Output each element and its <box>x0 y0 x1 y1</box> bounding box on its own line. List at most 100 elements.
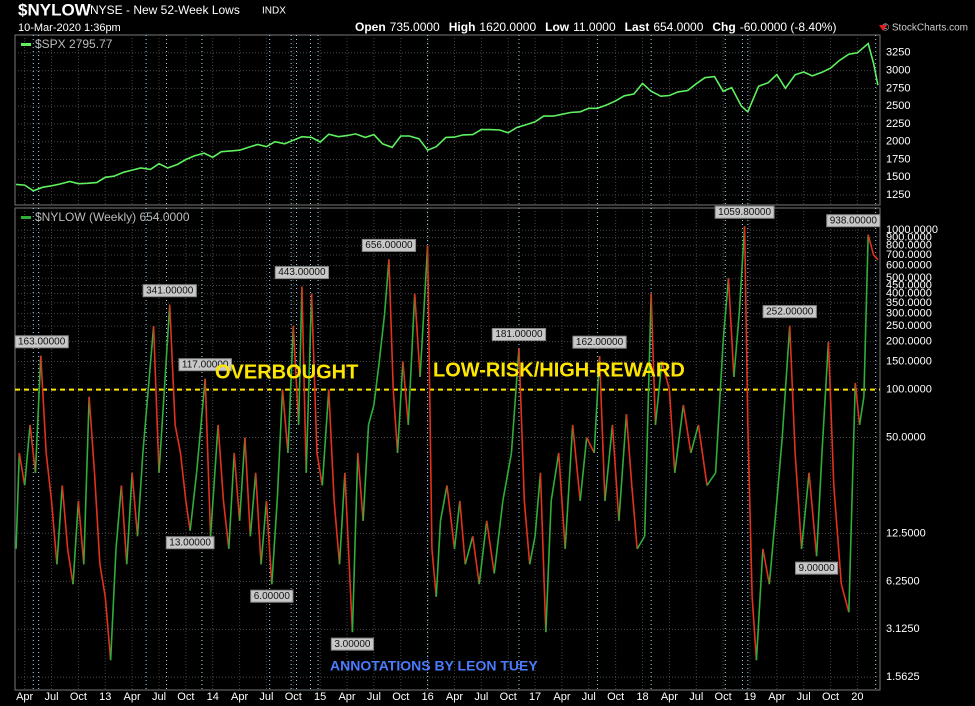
indicator-segment <box>142 389 150 454</box>
indicator-segment <box>260 500 268 565</box>
indicator-segment <box>333 500 341 565</box>
indicator-segment <box>523 500 531 565</box>
y-tick-label: 1.5625 <box>886 671 920 683</box>
indicator-segment <box>743 226 749 425</box>
indicator-segment <box>281 389 289 454</box>
y-tick-label: 100.0000 <box>886 383 932 395</box>
value-label: 117.00000 <box>182 359 229 370</box>
y-tick-label: 2500 <box>886 100 910 112</box>
y-tick-label: 600.0000 <box>886 260 932 272</box>
x-tick-label: Apr <box>16 691 33 703</box>
indicator-segment <box>327 389 335 501</box>
quote-name: Open <box>355 20 386 34</box>
price-line <box>16 42 879 192</box>
indicator-segment <box>29 424 37 473</box>
y-tick-label: 2000 <box>886 136 910 148</box>
indicator-segment <box>217 424 225 501</box>
value-label-box <box>795 561 839 575</box>
indicator-segment <box>305 293 313 473</box>
indicator-segment <box>738 226 746 314</box>
indicator-segment <box>518 348 526 501</box>
value-label-box <box>14 335 69 349</box>
indicator-segment <box>168 304 176 425</box>
y-tick-label: 3000 <box>886 64 910 76</box>
y-tick-label: 250.0000 <box>886 320 932 332</box>
indicator-segment <box>464 536 474 565</box>
indicator-segment <box>276 389 284 501</box>
indicator-segment <box>265 500 273 585</box>
indicator-segment <box>378 313 386 362</box>
source: © StockCharts.com <box>882 23 968 34</box>
indicator-segment <box>471 536 480 585</box>
indicator-segment <box>271 500 278 585</box>
panel-frame <box>14 207 881 691</box>
y-tick-label: 50.0000 <box>886 431 926 443</box>
indicator-segment <box>630 485 638 549</box>
x-tick-label: Jul <box>797 691 811 703</box>
x-tick-label: Apr <box>553 691 570 703</box>
y-tick-label: 3250 <box>886 47 910 59</box>
indicator-segment <box>579 437 588 501</box>
indicator-segment <box>611 424 620 521</box>
indicator-segment <box>204 378 212 537</box>
indicator-segment <box>493 500 504 574</box>
date: 10-Mar-2020 1:36pm <box>18 22 121 34</box>
indicator-segment <box>762 548 771 585</box>
description: NYSE - New 52-Week Lows <box>90 3 240 17</box>
value-label: 181.00000 <box>495 329 543 340</box>
y-tick-label: 400.0000 <box>886 288 932 300</box>
value-label-box <box>361 238 417 252</box>
indicator-segment <box>39 355 47 454</box>
x-tick-label: Jul <box>152 691 166 703</box>
legend-label: $NYLOW (Weekly) 654.0000 <box>35 210 190 224</box>
x-tick-label: Oct <box>392 691 409 703</box>
legend-label: $SPX 2795.77 <box>35 37 113 51</box>
indicator-segment <box>316 452 324 486</box>
quote-value: 11.0000 <box>573 20 616 34</box>
indicator-segment <box>222 500 230 549</box>
indicator-segment <box>419 245 429 378</box>
indicator-segment <box>800 472 810 549</box>
indicator-segment <box>344 472 354 633</box>
indicator-segment <box>209 424 219 537</box>
indicator-segment <box>751 596 758 661</box>
indicator-segment <box>682 404 692 454</box>
indicator-segment <box>254 472 262 565</box>
annotation: ANNOTATIONS BY LEON TUEY <box>330 658 538 674</box>
indicator-segment <box>867 234 875 256</box>
indicator-segment <box>34 355 42 473</box>
indicator-segment <box>781 325 791 438</box>
indicator-segment <box>706 472 717 486</box>
symbol: $NYLOW <box>18 0 92 19</box>
indicator-segment <box>407 293 416 425</box>
indicator-segment <box>673 404 685 473</box>
y-tick-label: 500.0000 <box>886 272 932 284</box>
indicator-segment <box>714 341 724 473</box>
indicator-segment <box>854 382 861 425</box>
indicator-segment <box>848 382 857 613</box>
indicator-segment <box>571 424 582 501</box>
indicator-segment <box>863 234 869 397</box>
indicator-segment <box>195 378 206 473</box>
quote-value: -60.0000 (-8.40%) <box>740 20 837 34</box>
indicator-segment <box>338 472 346 565</box>
indicator-segment <box>840 583 850 613</box>
value-label: 1059.80000 <box>718 207 771 218</box>
indicator-segment <box>163 304 171 390</box>
value-label: 13.00000 <box>169 537 211 548</box>
indicator-segment <box>15 452 21 549</box>
y-tick-label: 350.0000 <box>886 297 932 309</box>
indicator-segment <box>431 548 438 597</box>
y-tick-label: 1500 <box>886 171 910 183</box>
y-tick-label: 6.2500 <box>886 575 920 587</box>
indicator-segment <box>66 548 74 585</box>
indicator-segment <box>636 535 646 550</box>
indicator-segment <box>426 245 433 549</box>
annotation: LOW-RISK/HIGH-REWARD <box>433 359 685 381</box>
value-label: 938.00000 <box>830 215 878 226</box>
indicator-segment <box>292 326 300 425</box>
indicator-segment <box>233 452 241 521</box>
indicator-segment <box>367 404 375 426</box>
y-tick-label: 1000.0000 <box>886 224 938 236</box>
